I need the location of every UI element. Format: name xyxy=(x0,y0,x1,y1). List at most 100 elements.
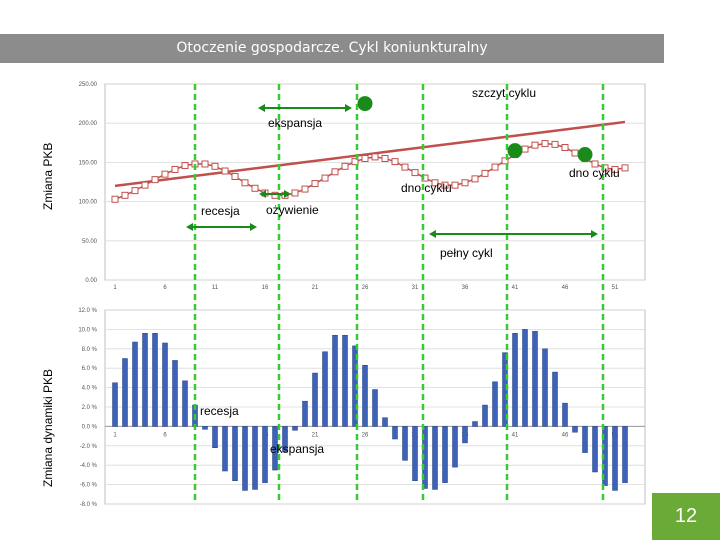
bottom-ytick-label: 4.0 % xyxy=(82,386,98,392)
gdp-dynamics-bar xyxy=(622,426,628,483)
gdp-dynamics-bar xyxy=(202,426,208,430)
gdp-dynamics-bar xyxy=(242,426,248,491)
cycle-marker xyxy=(391,158,399,166)
bottom-xtick-label: 46 xyxy=(562,432,569,438)
recovery-arrow-head-right xyxy=(284,190,291,198)
gdp-dynamics-bar xyxy=(592,426,598,473)
cycle-marker xyxy=(161,170,169,178)
bottom-recession-label: recesja xyxy=(200,404,239,418)
gdp-dynamics-bar xyxy=(332,334,338,427)
gdp-dynamics-bar xyxy=(542,348,548,427)
expansion-label: ekspansja xyxy=(268,116,322,130)
top-xtick-label: 46 xyxy=(562,285,569,291)
trend-line xyxy=(114,120,626,188)
gdp-dynamics-bar xyxy=(312,372,318,427)
cycle-marker xyxy=(531,141,539,149)
recovery-arrow-head-left xyxy=(259,190,266,198)
gdp-dynamics-bar xyxy=(612,426,618,491)
gdp-dynamics-bar xyxy=(132,341,138,427)
recovery-label: ożywienie xyxy=(266,203,319,217)
bottom-ytick-label: -8.0 % xyxy=(80,502,98,508)
cycle-marker xyxy=(291,189,299,197)
full-cycle-arrow xyxy=(429,230,598,238)
top-xtick-label: 31 xyxy=(412,285,419,291)
gdp-dynamics-bar xyxy=(522,329,528,427)
cycle-marker xyxy=(121,191,129,199)
gdp-dynamics-bar xyxy=(342,334,348,427)
cycle-marker xyxy=(451,181,459,189)
full-cycle-label: pełny cykl xyxy=(440,246,493,260)
gdp-dynamics-bar xyxy=(382,417,388,427)
bottom-ytick-label: -6.0 % xyxy=(80,483,98,489)
gdp-dynamics-bar xyxy=(372,389,378,427)
gdp-dynamics-bar xyxy=(442,426,448,483)
top-ytick-label: 200.00 xyxy=(79,121,98,127)
cycle-marker xyxy=(221,167,229,175)
expansion-arrow-head-right xyxy=(345,104,352,112)
bottom-ytick-label: 8.0 % xyxy=(82,347,98,353)
cycle-marker xyxy=(181,162,189,170)
recovery-arrow xyxy=(259,190,291,198)
cycle-marker xyxy=(431,179,439,187)
gdp-dynamics-bar xyxy=(302,400,308,427)
cycle-marker xyxy=(361,154,369,162)
gdp-dynamics-bar xyxy=(402,426,408,461)
gdp-dynamics-bar xyxy=(322,351,328,427)
top-xtick-label: 26 xyxy=(362,285,369,291)
peak-label: szczyt cyklu xyxy=(472,86,536,100)
cycle-marker xyxy=(471,175,479,183)
gdp-dynamics-bar xyxy=(152,333,158,427)
bottom-ytick-label: 12.0 % xyxy=(78,308,97,314)
cycle-marker xyxy=(521,145,529,153)
expansion-arrow xyxy=(258,104,352,112)
trough-point-1 xyxy=(507,143,523,159)
cycle-marker xyxy=(381,154,389,162)
gdp-dynamics-bar xyxy=(432,426,438,490)
gdp-dynamics-bar xyxy=(482,404,488,427)
gdp-dynamics-bar xyxy=(452,426,458,468)
cycle-marker xyxy=(241,179,249,187)
gdp-dynamics-bar xyxy=(162,342,168,427)
cycle-marker xyxy=(131,187,139,195)
cycle-marker xyxy=(481,169,489,177)
cycle-marker xyxy=(561,144,569,152)
gdp-dynamics-bar xyxy=(232,426,238,481)
top-ytick-label: 100.00 xyxy=(79,200,98,206)
page-number: 12 xyxy=(674,505,698,527)
trough-point-2 xyxy=(577,147,593,163)
top-ytick-label: 50.00 xyxy=(82,239,98,245)
gdp-dynamics-bar xyxy=(392,426,398,440)
cycle-marker xyxy=(611,165,619,173)
cycle-marker xyxy=(301,185,309,193)
gdp-dynamics-bar xyxy=(292,426,298,431)
bottom-xtick-label: 1 xyxy=(113,432,117,438)
cycle-marker xyxy=(141,181,149,189)
cycle-marker xyxy=(171,165,179,173)
recession-arrow-head-left xyxy=(186,223,193,231)
gdp-dynamics-bar xyxy=(492,381,498,427)
bottom-ytick-label: 10.0 % xyxy=(78,327,97,333)
gdp-dynamics-bar xyxy=(412,426,418,481)
cycle-marker xyxy=(541,140,549,148)
top-xtick-label: 21 xyxy=(312,285,319,291)
top-xtick-label: 16 xyxy=(262,285,269,291)
cycle-marker xyxy=(491,163,499,171)
cycle-marker xyxy=(211,162,219,170)
gdp-dynamics-bar xyxy=(472,421,478,427)
top-xtick-label: 11 xyxy=(212,285,219,291)
bottom-ytick-label: -4.0 % xyxy=(80,463,98,469)
cycle-marker xyxy=(501,157,509,165)
gdp-dynamics-bar xyxy=(222,426,228,472)
recession-arrow xyxy=(186,223,257,231)
bottom-expansion-label: ekspansja xyxy=(270,442,324,456)
cycle-marker xyxy=(251,184,259,192)
cycle-marker xyxy=(591,160,599,168)
gdp-dynamics-bar xyxy=(282,426,288,452)
gdp-dynamics-bar xyxy=(212,426,218,448)
recession-label: recesja xyxy=(201,204,240,218)
cycle-marker xyxy=(571,149,579,157)
full-cycle-arrow-head-left xyxy=(429,230,436,238)
cycle-marker xyxy=(311,180,319,188)
bottom-ytick-label: -2.0 % xyxy=(80,444,98,450)
